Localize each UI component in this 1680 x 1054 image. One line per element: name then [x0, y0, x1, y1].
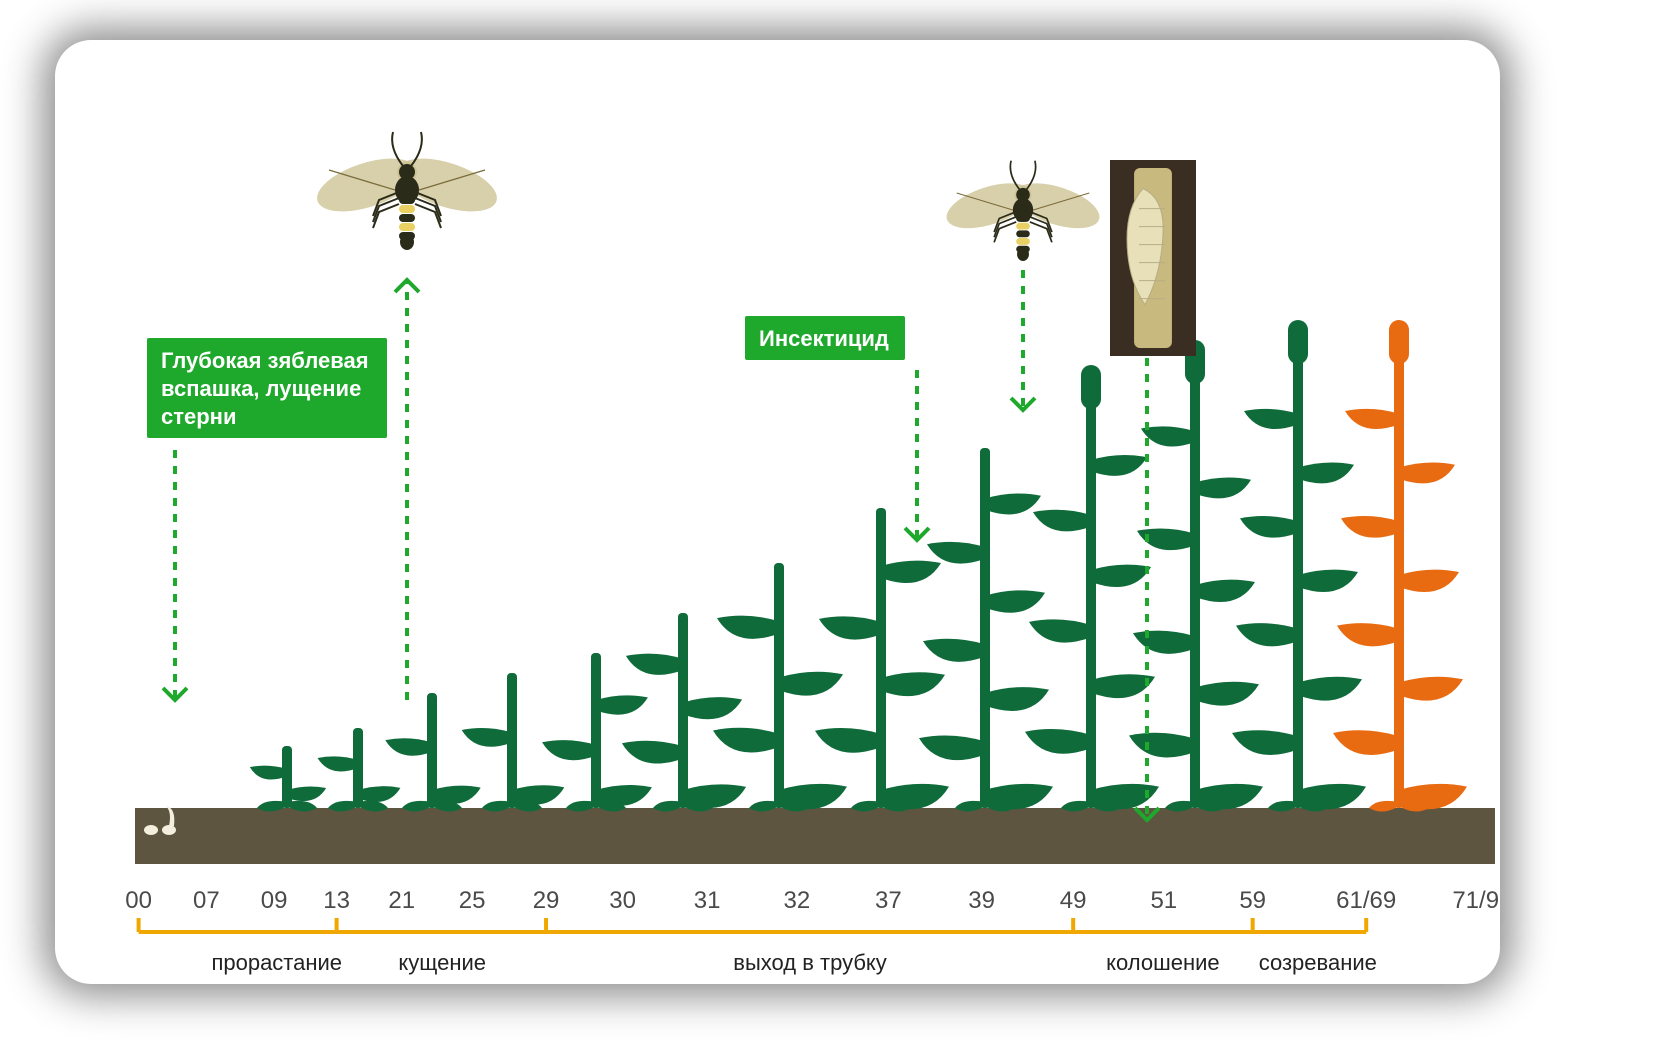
callout-insecticide: Инсектицид — [745, 316, 905, 360]
callout-text: Инсектицид — [759, 326, 889, 351]
plant-icon — [622, 613, 746, 812]
stage-number: 13 — [323, 887, 350, 914]
stage-number: 32 — [783, 887, 810, 914]
stage-number: 59 — [1239, 887, 1266, 914]
stage-number: 31 — [694, 887, 721, 914]
stage-number: 00 — [125, 887, 152, 914]
phase-label: колошение — [1106, 950, 1220, 975]
stage-number: 30 — [609, 887, 636, 914]
seed-icon — [144, 825, 158, 835]
plant-icon — [815, 508, 949, 812]
stage-number: 09 — [261, 887, 288, 914]
plant-icon — [919, 448, 1053, 812]
stage-number: 49 — [1060, 887, 1087, 914]
sawfly-icon — [941, 161, 1105, 261]
stage-number: 51 — [1150, 887, 1177, 914]
phase-label: созревание — [1259, 950, 1377, 975]
plant-icon — [1333, 320, 1467, 812]
soil-strip — [135, 808, 1495, 864]
callout-text: Глубокая зяблевая — [161, 348, 369, 373]
callout-text: стерни — [161, 404, 237, 429]
callout-text: вспашка, лущение — [161, 376, 361, 401]
stage-number: 25 — [459, 887, 486, 914]
larva-photo — [1110, 160, 1196, 356]
plant-icon — [713, 563, 847, 812]
sawfly-icon — [311, 132, 504, 250]
stage-number: 39 — [968, 887, 995, 914]
phase-label: кущение — [398, 950, 486, 975]
stage-number: 21 — [388, 887, 415, 914]
growth-stage-diagram: Глубокая зяблевая вспашка, лущение стерни И… — [55, 40, 1500, 984]
stage-number: 61/69 — [1336, 887, 1396, 914]
stage-number: 37 — [875, 887, 902, 914]
phase-label: выход в трубку — [733, 950, 887, 975]
stage-number: 29 — [533, 887, 560, 914]
stage-number: 71/92 — [1452, 887, 1500, 914]
phase-label: прорастание — [211, 950, 342, 975]
plant-icon — [250, 746, 326, 812]
callout-plowing: Глубокая зяблевая вспашка, лущение стерни — [147, 338, 387, 438]
stage-number: 07 — [193, 887, 220, 914]
plant-icon — [385, 693, 480, 812]
